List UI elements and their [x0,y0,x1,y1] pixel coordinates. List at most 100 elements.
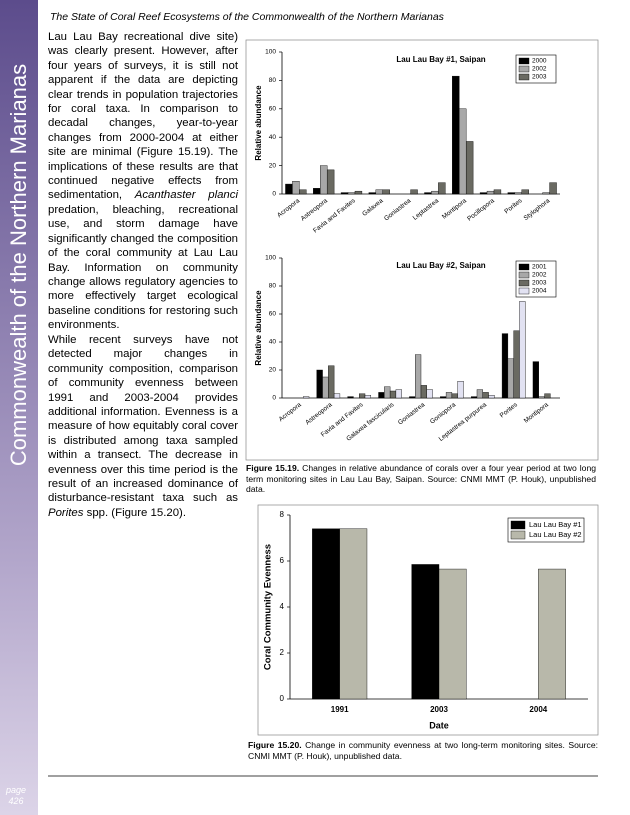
figure-frame [245,39,599,461]
text: Acanthaster planci [134,189,238,202]
bar [459,108,467,195]
bar [313,188,321,195]
x-tick-label: Porites [503,197,524,215]
bar [364,395,372,399]
x-tick-label: Goniastrea [383,197,413,222]
y-tick-label: 100 [265,255,276,262]
x-tick-label: Acropora [276,197,301,219]
bar [354,190,363,195]
bar [438,568,467,700]
bar [292,181,300,195]
legend-label: Lau Lau Bay #1 [529,520,582,529]
y-tick-label: 20 [269,367,277,374]
bar [375,189,383,195]
paragraph: Lau Lau Bay recreational dive site) was … [48,30,238,333]
bar [359,393,366,399]
x-tick-label: Astreopora [304,401,334,426]
bar [320,165,328,195]
bar [465,141,474,195]
y-tick-label: 2 [280,648,285,657]
page-number: page 426 [6,785,26,807]
bar [415,354,422,399]
legend-label: 2003 [532,280,547,287]
x-tick-label: Leptastrea [412,197,441,222]
chart-title: Lau Lau Bay #2, Saipan [396,261,485,270]
x-tick-label: Montipora [441,197,468,221]
bar [513,330,520,399]
bar [339,528,368,700]
legend-label: 2001 [532,264,547,271]
y-axis-label: Coral Community Evenness [263,544,274,670]
legend-label: 2004 [532,288,547,295]
x-tick-label: 2004 [529,705,547,714]
bar [476,389,483,399]
bar [326,169,335,195]
text: While recent surveys have not detected m… [48,334,238,505]
bar [426,389,433,399]
bar [482,392,489,399]
text: predation, bleaching, recreational use, … [48,203,238,332]
bar [451,393,458,399]
y-tick-label: 0 [272,191,276,198]
y-tick-label: 0 [272,395,276,402]
y-tick-label: 40 [269,134,277,141]
y-tick-label: 40 [269,339,277,346]
legend-label: 2002 [532,66,547,73]
y-tick-label: 8 [280,510,285,519]
bar [438,182,446,195]
bar [333,393,341,399]
x-axis-label: Date [429,720,449,730]
bar [312,528,340,700]
legend-swatch [518,271,530,279]
bar [347,396,354,399]
bar [285,183,293,195]
bar [409,396,416,399]
bar [299,189,307,195]
x-tick-label: Acropora [278,401,303,423]
y-tick-label: 60 [269,311,277,318]
x-tick-label: Pocillopora [466,197,496,223]
caption-label: Figure 15.20. [248,740,302,750]
bar [316,369,323,399]
y-tick-label: 80 [269,283,277,290]
bar [486,190,495,195]
bar [328,365,335,399]
x-tick-label: Goniopora [429,401,458,425]
legend-label: 2000 [532,58,547,65]
figure-frame [257,504,599,736]
y-axis-label: Relative abundance [254,85,263,161]
page-label: page [6,785,27,795]
bar [303,396,310,399]
chart-title: Lau Lau Bay #1, Saipan [396,55,485,64]
bar [544,393,551,399]
bar [368,192,377,195]
x-tick-label: Goniastrea [397,401,427,426]
bar [457,381,464,399]
legend-swatch [518,73,530,81]
bar [532,361,539,399]
x-tick-label: 1991 [331,705,349,714]
bar [493,189,502,195]
bar [521,189,529,195]
bar [452,75,460,195]
bar [424,192,432,195]
bar [384,386,391,399]
bar [488,395,495,399]
bar [507,358,514,399]
x-tick-label: Galaxea [361,197,385,218]
bar [479,192,488,195]
bar [538,396,545,399]
page-num: 426 [8,796,24,806]
bar [519,301,526,399]
x-tick-label: Stylophora [523,197,552,222]
bar [420,385,427,399]
y-tick-label: 6 [280,556,285,565]
text: Lau Lau Bay recreational dive site) was … [48,31,238,202]
bar [549,182,557,195]
bar [445,392,453,399]
caption: Figure 15.20. Change in community evenne… [248,740,598,761]
text: spp. (Figure 15.20). [83,506,187,519]
bar [501,333,509,399]
y-tick-label: 80 [269,77,277,84]
y-tick-label: 60 [269,106,277,113]
